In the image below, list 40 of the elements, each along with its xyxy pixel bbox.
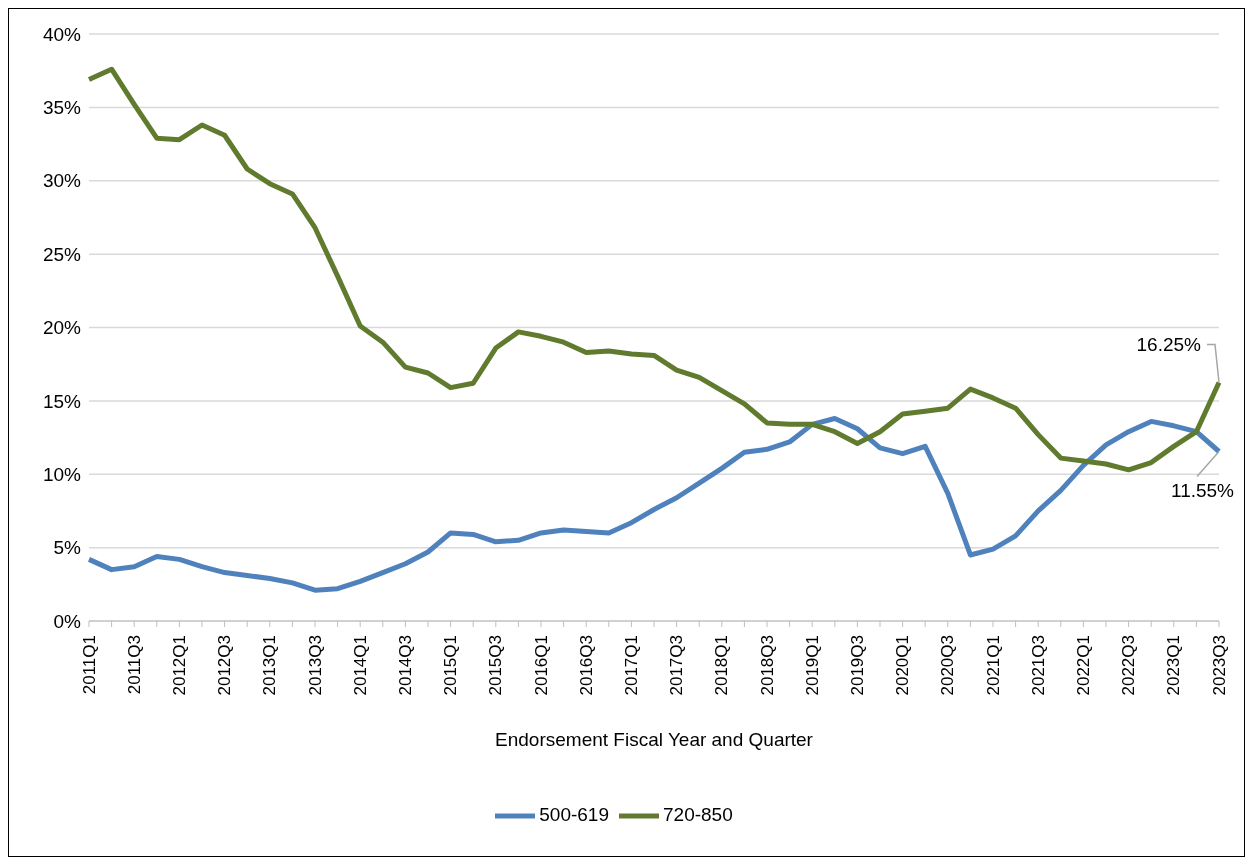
x-tick-label: 2018Q3 [757, 635, 777, 696]
x-tick-label: 2013Q3 [305, 635, 325, 696]
x-axis-title: Endorsement Fiscal Year and Quarter [495, 729, 814, 750]
x-tick-label: 2022Q1 [1073, 635, 1093, 696]
annotation: 11.55% [1170, 480, 1235, 501]
x-tick-label: 2021Q1 [983, 635, 1003, 696]
x-tick-label: 2020Q3 [938, 635, 958, 696]
y-tick-label: 25% [42, 243, 82, 265]
y-tick-label: 15% [42, 390, 82, 412]
x-tick-label: 2018Q1 [712, 635, 732, 696]
x-tick-label: 2023Q3 [1209, 635, 1229, 696]
x-tick-label: 2019Q3 [847, 635, 867, 696]
x-tick-label: 2011Q3 [124, 635, 144, 695]
x-tick-label: 2016Q1 [531, 635, 551, 696]
x-tick-label: 2019Q1 [802, 635, 822, 696]
x-tick-label: 2022Q3 [1119, 635, 1139, 696]
annotation: 16.25% [1136, 334, 1202, 356]
x-tick-label: 2016Q3 [576, 635, 596, 696]
x-tick-label: 2012Q1 [169, 635, 189, 696]
y-tick-label: 10% [42, 463, 82, 485]
y-tick-label: 35% [42, 97, 82, 119]
y-tick-label: 5% [53, 537, 82, 559]
legend-label: 500-619 [539, 804, 609, 826]
x-tick-label: 2015Q3 [486, 635, 506, 696]
x-tick-label: 2012Q3 [215, 635, 235, 696]
x-tick-label: 2017Q3 [667, 635, 687, 696]
x-tick-label: 2013Q1 [260, 635, 280, 696]
legend-label: 720-850 [663, 804, 733, 826]
x-tick-label: 2014Q1 [350, 635, 370, 696]
x-tick-label: 2011Q1 [79, 635, 99, 695]
y-tick-label: 20% [42, 317, 82, 339]
y-tick-label: 0% [53, 610, 82, 632]
x-tick-label: 2020Q1 [893, 635, 913, 696]
x-tick-label: 2017Q1 [621, 635, 641, 696]
x-tick-label: 2021Q3 [1028, 635, 1048, 696]
y-tick-label: 40% [42, 23, 82, 45]
x-tick-label: 2015Q1 [441, 635, 461, 696]
x-tick-label: 2014Q3 [395, 635, 415, 696]
y-tick-label: 30% [42, 170, 82, 192]
x-tick-label: 2023Q1 [1164, 635, 1184, 696]
